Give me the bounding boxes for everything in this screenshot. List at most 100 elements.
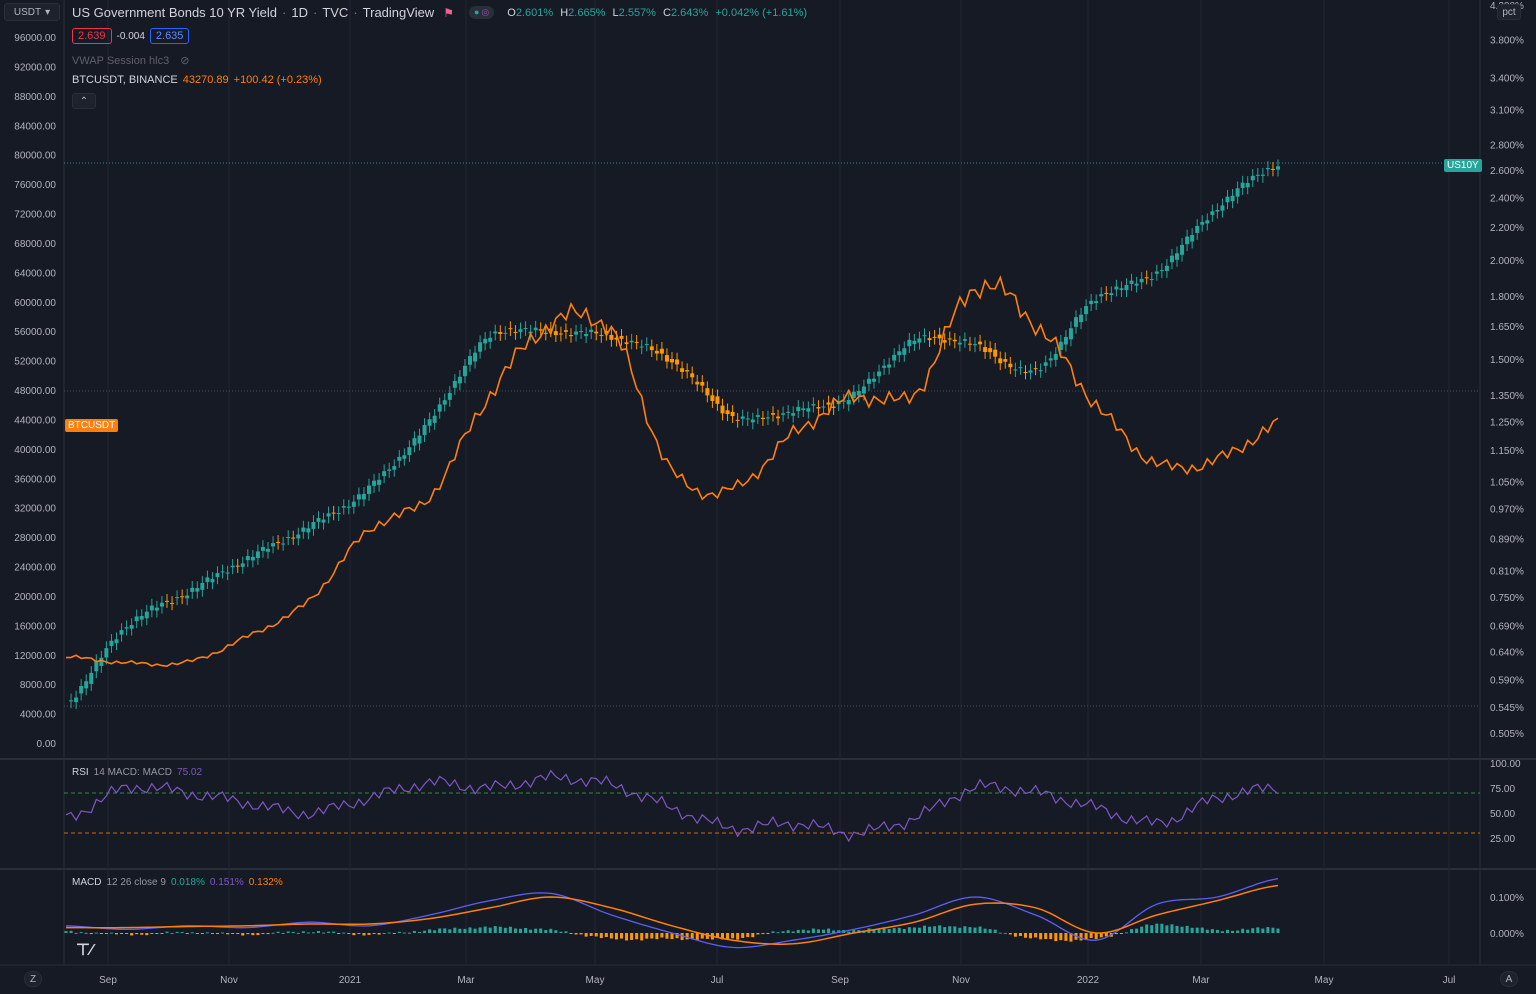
candle-body [569, 335, 573, 337]
right-axis-tick: 1.500% [1490, 355, 1524, 366]
macd-histogram-bar [367, 933, 371, 935]
macd-line [65, 877, 1279, 949]
macd-histogram-bar [130, 933, 134, 936]
macd-histogram-bar [1114, 933, 1118, 935]
macd-histogram-bar [943, 927, 947, 933]
time-axis-label: Jul [1443, 975, 1456, 986]
left-axis-tick: 28000.00 [14, 533, 56, 544]
candle-body [498, 332, 503, 334]
symbol-legend[interactable]: US Government Bonds 10 YR Yield · 1D · T… [72, 5, 807, 20]
candle-body [907, 339, 912, 347]
macd-histogram-bar [761, 933, 765, 935]
candle-body [139, 616, 144, 620]
time-axis-label: 2022 [1077, 975, 1100, 986]
candle-body [165, 600, 169, 602]
candle-body [563, 330, 568, 332]
macd-histogram-bar [276, 931, 280, 933]
separator: · [353, 5, 358, 20]
right-axis-tick: 3.100% [1490, 105, 1524, 116]
collapse-legend-button[interactable]: ⌃ [72, 93, 96, 109]
separator: · [282, 5, 287, 20]
candle-body [654, 350, 659, 354]
candle-body [422, 425, 427, 436]
time-axis-label: Mar [1192, 975, 1210, 986]
candle-body [1094, 301, 1099, 304]
macd-histogram-bar [529, 929, 533, 933]
macd-histogram-bar [1256, 927, 1260, 933]
zoom-button[interactable]: Z [24, 971, 42, 987]
macd-histogram-bar [766, 933, 770, 934]
candle-body [210, 578, 215, 583]
candle-body [417, 435, 422, 444]
auto-scale-button[interactable]: A [1500, 971, 1518, 987]
macd-histogram-bar [1251, 928, 1255, 933]
right-axis-tick: 2.000% [1490, 256, 1524, 267]
candle-body [331, 512, 336, 514]
candle-body [973, 344, 977, 346]
macd-histogram-bar [1150, 925, 1154, 933]
candle-body [432, 415, 437, 423]
macd-histogram-bar [1246, 929, 1250, 933]
rsi-value: 75.02 [177, 767, 203, 778]
macd-histogram-bar [806, 930, 810, 933]
time-axis-label: Jul [711, 975, 724, 986]
candle-body [382, 471, 387, 477]
candle-body [1033, 368, 1038, 370]
macd-histogram-bar [554, 930, 558, 933]
macd-histogram-bar [953, 926, 957, 933]
candle-body [771, 413, 775, 415]
macd-histogram-bar [140, 933, 144, 935]
macd-histogram-bar [1018, 933, 1022, 937]
macd-histogram-bar [1125, 932, 1128, 934]
macd-histogram-bar [1044, 933, 1048, 940]
bid-ask-row: 2.639 -0.004 2.635 [72, 28, 190, 44]
ask-box[interactable]: 2.635 [149, 28, 190, 44]
macd-legend[interactable]: MACD 12 26 close 9 0.018% 0.151% 0.132% [72, 877, 283, 888]
macd-histogram-bar [897, 927, 901, 933]
symbol-title[interactable]: US Government Bonds 10 YR Yield [72, 5, 277, 20]
candle-body [240, 563, 245, 567]
candle-body [957, 342, 962, 345]
candle-body [144, 611, 149, 619]
bid-box[interactable]: 2.639 [72, 28, 112, 44]
macd-signal-line [66, 884, 1279, 945]
market-status-icon[interactable]: ● ◎ [468, 6, 495, 19]
candle-body [427, 419, 432, 426]
macd-histogram-bar [468, 927, 472, 933]
vwap-label: VWAP Session hlc3 [72, 54, 170, 67]
candle-body [1104, 292, 1109, 294]
btcusdt-price-badge: BTCUSDT [65, 419, 119, 432]
macd-histogram-bar [1271, 927, 1275, 933]
macd-histogram-bar [99, 933, 103, 934]
macd-histogram-bar [1190, 927, 1194, 933]
candle-body [503, 332, 508, 334]
currency-selector[interactable]: USDT ▾ [4, 3, 60, 21]
candle-body [1144, 277, 1149, 279]
candle-body [488, 337, 493, 342]
candle-body [180, 596, 185, 598]
left-axis-tick: 92000.00 [14, 62, 56, 73]
grid-layer [0, 0, 1536, 966]
candle-body [816, 407, 821, 409]
interval-label[interactable]: 1D [291, 5, 308, 20]
overlay-legend[interactable]: BTCUSDT, BINANCE 43270.89 +100.42 (+0.23… [72, 74, 322, 86]
pct-unit-button[interactable]: pct [1497, 4, 1521, 20]
candle-body [134, 616, 139, 622]
candle-body [392, 466, 397, 470]
macd-histogram-bar [715, 933, 719, 938]
candle-body [1053, 353, 1058, 360]
macd-histogram-bar [89, 933, 93, 935]
macd-histogram-bar [822, 929, 825, 933]
macd-histogram-bar [301, 931, 305, 933]
ohlc-values: O2.601% H2.665% L2.557% C2.643% +0.042% … [507, 6, 808, 19]
left-axis-tick: 60000.00 [14, 298, 56, 309]
vwap-legend[interactable]: VWAP Session hlc3 ⊘ [72, 54, 190, 68]
eye-hidden-icon[interactable]: ⊘ [180, 55, 190, 67]
rsi-legend[interactable]: RSI 14 MACD: MACD 75.02 [72, 767, 202, 778]
candle-body [1169, 255, 1174, 263]
flag-icon[interactable]: ⚑ [443, 5, 454, 20]
candle-body [1139, 278, 1144, 283]
candle-body [866, 378, 871, 384]
